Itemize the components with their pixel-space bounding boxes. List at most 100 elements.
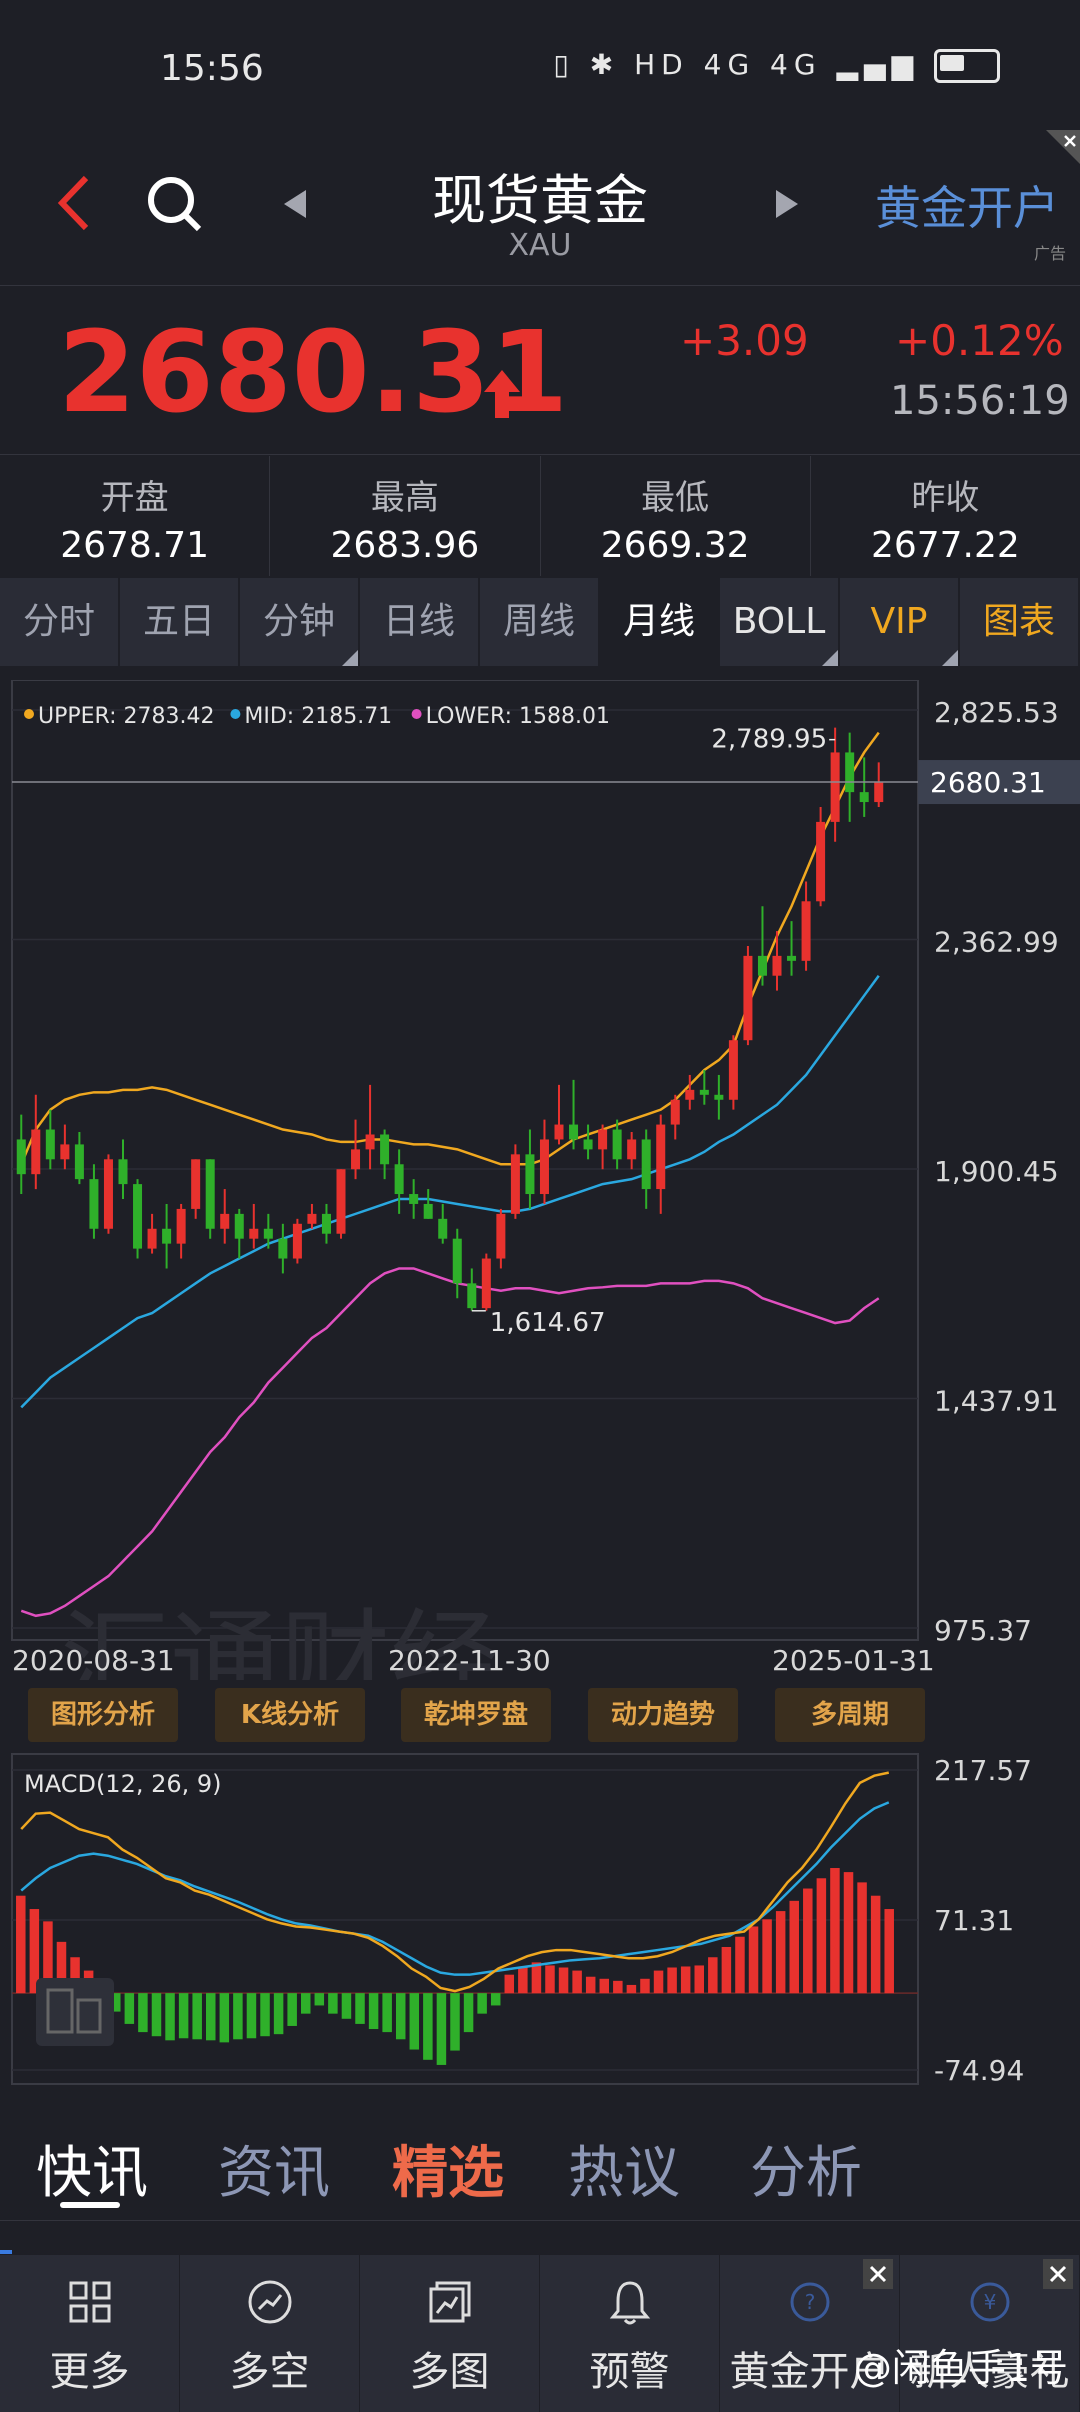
macd-histogram-bar: [477, 1993, 487, 2014]
macd-histogram-bar: [667, 1967, 677, 1994]
candle-body: [292, 1223, 302, 1259]
nav-label: 黄金开户: [729, 2349, 890, 2395]
compass-button[interactable]: 乾坤罗盘: [401, 1688, 551, 1742]
tab-discussion[interactable]: 热议: [568, 2141, 680, 2206]
ad-close-icon[interactable]: [1046, 130, 1080, 164]
candle-body: [772, 955, 782, 976]
close-icon[interactable]: [1043, 2259, 1073, 2289]
candle-body: [569, 1124, 579, 1140]
candle-body: [787, 955, 797, 961]
macd-histogram-bar: [151, 1993, 162, 2037]
tab-analysis[interactable]: 分析: [750, 2141, 862, 2206]
mid-band-line: [20, 974, 880, 1409]
legend-entry: UPPER: 2783.42: [38, 704, 215, 729]
tab-chart[interactable]: 图表: [960, 578, 1080, 666]
candle-body: [60, 1144, 70, 1160]
y-tick-label: 975.37: [934, 1614, 1032, 1647]
macd-histogram-bar: [463, 1993, 474, 2033]
candle-body: [263, 1228, 273, 1239]
tab-information[interactable]: 资讯: [218, 2141, 330, 2206]
y-axis-ticks: 2,825.53 2,362.99 1,900.45 1,437.91 975.37: [934, 696, 1059, 1647]
macd-y-tick-label: -74.94: [934, 2054, 1024, 2087]
candles: [16, 727, 884, 1311]
macd-histogram-bar: [246, 1993, 257, 2039]
candle-body: [205, 1159, 215, 1229]
tab-monthly[interactable]: 月线: [600, 578, 720, 666]
macd-histogram-bar: [558, 1967, 569, 1994]
candle-body: [176, 1208, 186, 1244]
tab-vip[interactable]: VIP: [840, 578, 960, 666]
legend-swatch: [411, 709, 422, 719]
analysis-tools: 图形分析 K线分析 乾坤罗盘 动力趋势 多周期: [0, 1688, 1080, 1744]
chart-settings-icon[interactable]: [36, 1978, 114, 2046]
candle-body: [816, 821, 826, 902]
prev-icon[interactable]: [280, 188, 312, 220]
macd-histogram-bar: [206, 1993, 216, 2041]
pattern-analysis-button[interactable]: 图形分析: [28, 1688, 178, 1742]
open-account-ad[interactable]: 黄金开户: [875, 181, 1059, 235]
stat-value: 2669.32: [600, 525, 750, 566]
signal-text: HD 4G 4G: [634, 48, 822, 81]
last-price: 2680.31: [58, 308, 569, 438]
macd-histogram-bar: [857, 1882, 867, 1994]
active-tab-indicator: [60, 2202, 120, 2208]
momentum-trend-button[interactable]: 动力趋势: [588, 1688, 738, 1742]
tab-minute[interactable]: 分钟: [240, 578, 360, 666]
tab-flash-news[interactable]: 快讯: [36, 2141, 148, 2206]
lower-band-line: [20, 1267, 880, 1618]
tab-daily[interactable]: 日线: [360, 578, 480, 666]
bluetooth-icon: ✱: [589, 48, 620, 81]
nav-multi-chart[interactable]: 多图: [360, 2255, 540, 2412]
candle-body: [627, 1139, 637, 1160]
candle-body: [321, 1213, 331, 1234]
next-icon[interactable]: [770, 188, 802, 220]
nav-alert[interactable]: 预警: [540, 2255, 720, 2412]
min-annotation: 1,614.67: [490, 1308, 606, 1338]
multi-period-button[interactable]: 多周期: [775, 1688, 925, 1742]
nav-more[interactable]: 更多: [0, 2255, 180, 2412]
grid-icon: [69, 2281, 110, 2323]
bottom-nav: 更多 多空 多图 预警 ? 黄金开户: [0, 2255, 1080, 2412]
nav-gold-account[interactable]: ? 黄金开户: [720, 2255, 900, 2412]
macd-chart[interactable]: 217.57 71.31 -74.94 MACD(12, 26, 9): [0, 1750, 1080, 2090]
kline-analysis-button[interactable]: K线分析: [215, 1688, 365, 1742]
tab-intraday[interactable]: 分时: [0, 578, 120, 666]
candle-body: [394, 1164, 404, 1195]
macd-histogram-bar: [260, 1993, 270, 2037]
macd-histogram-bar: [56, 1941, 67, 1994]
back-icon[interactable]: [50, 168, 100, 238]
tab-boll[interactable]: BOLL: [720, 578, 840, 666]
candle-body: [845, 752, 855, 793]
x-tick-label: 2022-11-30: [388, 1644, 551, 1677]
candle-body: [118, 1159, 128, 1185]
candle-body: [365, 1134, 375, 1150]
candle-body: [249, 1228, 259, 1239]
tab-weekly[interactable]: 周线: [480, 578, 600, 666]
candle-body: [438, 1218, 448, 1239]
candle-body: [874, 782, 884, 803]
search-icon[interactable]: [145, 168, 205, 238]
close-icon[interactable]: [863, 2259, 893, 2289]
price-row: 2680.31 +3.09 +0.12% 15:56:19: [0, 286, 1080, 455]
candle-body: [336, 1169, 346, 1234]
stat-label: 开盘: [100, 478, 169, 518]
macd-histogram-bar: [789, 1900, 799, 1994]
macd-histogram-bar: [518, 1967, 528, 1994]
candle-body: [757, 955, 767, 976]
y-tick-label: 1,900.45: [934, 1155, 1059, 1188]
gold-account-icon: ?: [790, 2282, 829, 2322]
candlestick-chart[interactable]: 汇通财经 2,825.53 2,362.99 1,900.45 1,437.91 975…: [0, 680, 1080, 1680]
tab-five-day[interactable]: 五日: [120, 578, 240, 666]
candle-body: [351, 1149, 361, 1170]
stat-open: 开盘 2678.71: [0, 456, 271, 576]
tab-featured[interactable]: 精选: [392, 2141, 504, 2206]
nav-long-short[interactable]: 多空: [180, 2255, 360, 2412]
period-tabs: 分时 五日 分钟 日线 周线 月线 BOLL VIP 图表: [0, 578, 1080, 666]
macd-histogram-bar: [816, 1878, 827, 1994]
candle-body: [191, 1159, 201, 1209]
candle-body: [220, 1213, 230, 1229]
candle-body: [801, 901, 811, 961]
y-tick-label: 1,437.91: [934, 1385, 1059, 1418]
macd-histogram-bar: [803, 1888, 813, 1994]
macd-histogram-bar: [504, 1974, 515, 1994]
